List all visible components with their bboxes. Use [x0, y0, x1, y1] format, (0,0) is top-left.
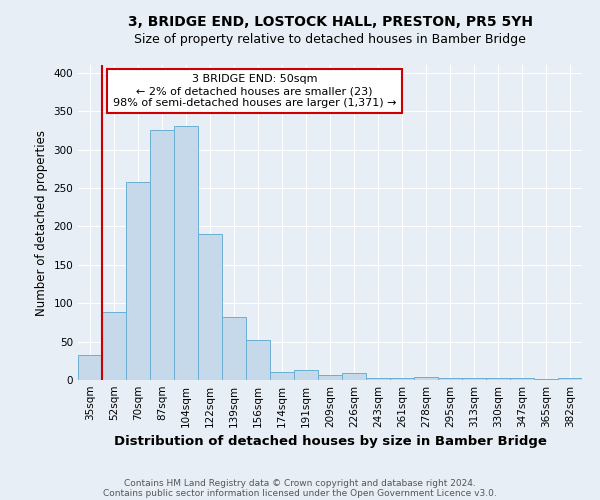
Bar	[366, 378, 390, 380]
Bar	[438, 378, 462, 380]
Bar	[510, 378, 534, 380]
Bar	[390, 378, 414, 380]
Bar	[246, 340, 270, 380]
Text: Contains HM Land Registry data © Crown copyright and database right 2024.: Contains HM Land Registry data © Crown c…	[124, 478, 476, 488]
Bar	[486, 378, 510, 380]
Bar	[222, 317, 246, 380]
Bar	[462, 378, 486, 380]
Bar	[126, 182, 150, 380]
Text: Size of property relative to detached houses in Bamber Bridge: Size of property relative to detached ho…	[134, 32, 526, 46]
Bar	[534, 379, 558, 380]
Bar	[558, 378, 582, 380]
Bar	[174, 126, 198, 380]
Y-axis label: Number of detached properties: Number of detached properties	[35, 130, 48, 316]
Bar	[318, 374, 342, 380]
X-axis label: Distribution of detached houses by size in Bamber Bridge: Distribution of detached houses by size …	[113, 436, 547, 448]
Bar	[342, 373, 366, 380]
Bar	[270, 372, 294, 380]
Bar	[78, 354, 102, 380]
Text: Contains public sector information licensed under the Open Government Licence v3: Contains public sector information licen…	[103, 488, 497, 498]
Text: 3 BRIDGE END: 50sqm
← 2% of detached houses are smaller (23)
98% of semi-detache: 3 BRIDGE END: 50sqm ← 2% of detached hou…	[113, 74, 396, 108]
Bar	[414, 377, 438, 380]
Bar	[150, 130, 174, 380]
Bar	[198, 234, 222, 380]
Text: 3, BRIDGE END, LOSTOCK HALL, PRESTON, PR5 5YH: 3, BRIDGE END, LOSTOCK HALL, PRESTON, PR…	[128, 15, 533, 29]
Bar	[294, 370, 318, 380]
Bar	[102, 312, 126, 380]
